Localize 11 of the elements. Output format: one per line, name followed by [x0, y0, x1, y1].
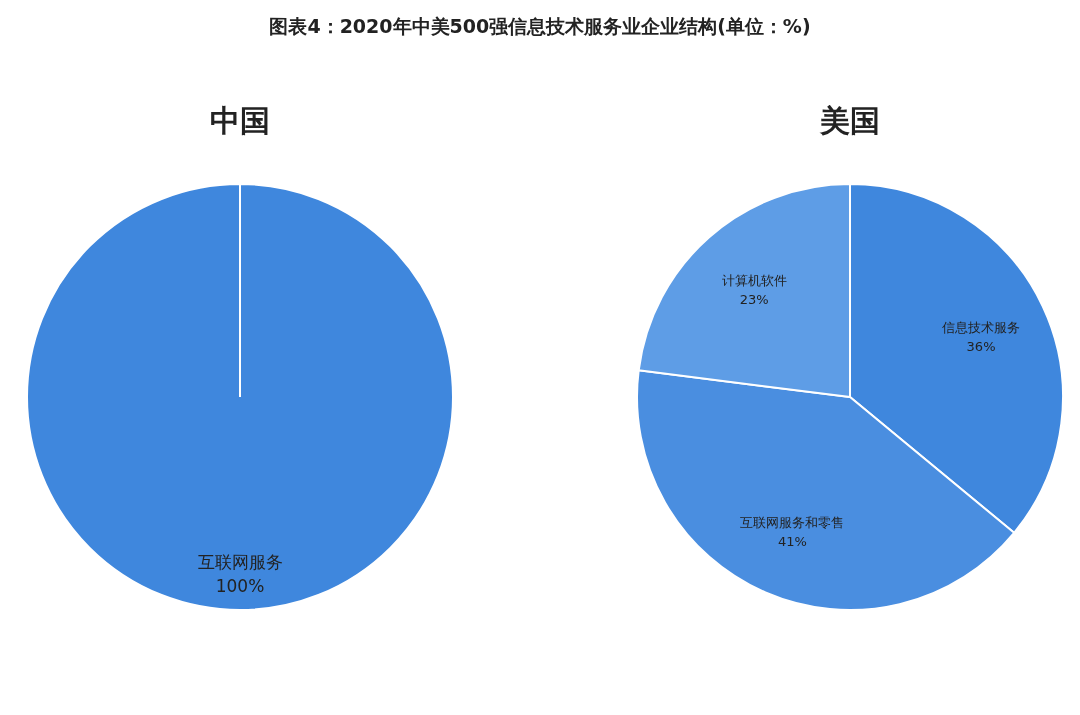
slice-label: 计算机软件 — [721, 273, 787, 289]
data-label: 23% — [739, 292, 769, 308]
slice-label: 互联网服务 — [197, 551, 283, 572]
slice-label: 信息技术服务 — [942, 320, 1021, 336]
data-label: 100% — [215, 575, 265, 596]
data-label: 36% — [966, 339, 996, 355]
chart-title: 中国 — [210, 103, 270, 137]
slice-label: 互联网服务和零售 — [740, 514, 845, 530]
chart-title: 美国 — [819, 103, 880, 137]
data-label: 41% — [778, 533, 807, 549]
text: 图表4：2020年中美500强信息技术服务业企业结构(单位：%) — [268, 14, 812, 39]
